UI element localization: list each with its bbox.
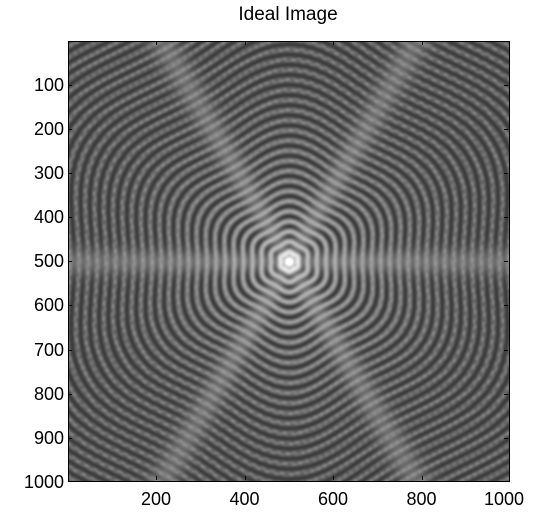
y-tick-label: 300 — [33, 162, 64, 183]
y-tick-mark — [504, 217, 508, 219]
y-tick-label: 500 — [33, 251, 64, 272]
x-tick-mark — [421, 476, 423, 480]
y-tick-label: 1000 — [23, 472, 64, 492]
y-tick-mark — [68, 261, 72, 263]
y-tick-mark — [68, 128, 72, 130]
x-tick-mark — [333, 476, 335, 480]
y-tick-mark — [68, 217, 72, 219]
y-tick-label: 800 — [33, 383, 64, 404]
diffraction-image — [68, 41, 510, 482]
x-tick-label: 800 — [406, 489, 437, 509]
plot-title: Ideal Image — [238, 4, 338, 25]
x-tick-label: 200 — [141, 489, 172, 509]
y-tick-mark — [504, 437, 508, 439]
x-tick-mark — [156, 41, 158, 45]
x-tick-mark — [244, 476, 246, 480]
y-tick-mark — [68, 349, 72, 351]
x-tick-label: 600 — [317, 489, 349, 509]
x-tick-mark — [156, 476, 158, 480]
y-tick-mark — [504, 84, 508, 86]
y-tick-label: 900 — [33, 427, 64, 448]
y-tick-mark — [504, 305, 508, 307]
x-tick-mark — [244, 41, 246, 45]
y-tick-mark — [68, 84, 72, 86]
y-tick-label: 200 — [33, 118, 64, 139]
y-tick-label: 700 — [33, 339, 64, 360]
y-tick-mark — [504, 172, 508, 174]
y-tick-mark — [504, 128, 508, 130]
y-tick-mark — [504, 349, 508, 351]
y-tick-mark — [68, 437, 72, 439]
x-tick-label: 1000 — [483, 489, 525, 509]
diffraction-image-canvas — [68, 41, 510, 482]
y-tick-mark — [504, 393, 508, 395]
y-tick-mark — [68, 305, 72, 307]
y-tick-label: 600 — [33, 295, 64, 316]
y-tick-label: 400 — [33, 207, 64, 228]
x-tick-mark — [333, 41, 335, 45]
x-tick-mark — [421, 41, 423, 45]
y-tick-label: 100 — [33, 74, 64, 95]
x-tick-label: 400 — [229, 489, 260, 509]
y-tick-mark — [504, 261, 508, 263]
y-tick-mark — [68, 393, 72, 395]
y-tick-mark — [68, 172, 72, 174]
